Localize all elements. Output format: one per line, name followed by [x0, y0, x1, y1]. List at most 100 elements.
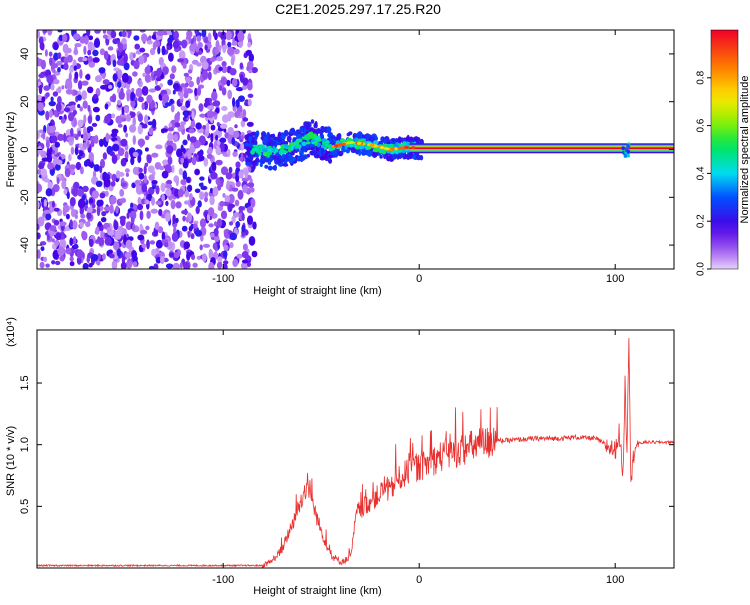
- noise-blob: [169, 34, 173, 42]
- noise-blob: [102, 152, 108, 160]
- noise-blob: [192, 262, 198, 268]
- noise-blob: [222, 44, 227, 54]
- noise-blob: [139, 210, 144, 221]
- noise-blob: [61, 180, 67, 190]
- signal-blob: [275, 156, 280, 161]
- chart-title: C2E1.2025.297.17.25.R20: [275, 1, 441, 17]
- noise-blob: [227, 126, 234, 135]
- noise-blob: [92, 57, 100, 63]
- noise-blob: [162, 159, 170, 166]
- noise-blob: [207, 71, 212, 81]
- noise-blob: [77, 80, 83, 90]
- noise-blob: [47, 162, 54, 170]
- noise-blob: [117, 123, 123, 128]
- noise-blob: [235, 87, 244, 92]
- noise-blob: [56, 159, 63, 166]
- noise-blob: [82, 57, 88, 62]
- noise-blob: [210, 172, 218, 180]
- noise-blob: [208, 249, 214, 260]
- noise-blob: [228, 193, 235, 204]
- noise-blob: [180, 157, 185, 164]
- noise-blob: [87, 162, 95, 168]
- noise-blob: [144, 114, 149, 125]
- noise-blob: [64, 167, 71, 178]
- noise-blob: [117, 99, 122, 106]
- noise-blob: [108, 253, 115, 259]
- signal-blob: [383, 138, 387, 145]
- noise-blob: [184, 190, 190, 198]
- signal-blob: [304, 137, 310, 141]
- y-tick-label: -40: [19, 237, 31, 253]
- signal-blob: [245, 142, 251, 146]
- signal-band-core: [409, 147, 674, 150]
- noise-blob: [79, 221, 84, 228]
- noise-blob: [139, 47, 146, 53]
- noise-blob: [247, 98, 252, 107]
- noise-blob: [244, 169, 249, 179]
- noise-blob: [105, 132, 110, 142]
- noise-blob: [130, 156, 135, 166]
- noise-blob: [37, 102, 44, 112]
- track-core: [369, 143, 375, 147]
- noise-blob: [146, 154, 152, 164]
- noise-blob: [187, 69, 193, 74]
- noise-blob: [38, 162, 45, 170]
- colorbar-tick-label: 0.8: [696, 70, 707, 84]
- signal-blob: [284, 158, 288, 164]
- noise-blob: [123, 124, 127, 133]
- noise-blob: [63, 189, 68, 195]
- noise-blob: [185, 100, 191, 108]
- noise-blob: [73, 243, 79, 249]
- noise-blob: [161, 170, 169, 179]
- noise-blob: [240, 142, 245, 151]
- noise-blob: [246, 121, 254, 127]
- noise-blob: [223, 201, 230, 207]
- noise-blob: [234, 124, 238, 129]
- noise-blob: [74, 71, 79, 80]
- signal-blob: [250, 149, 256, 155]
- noise-blob: [132, 151, 139, 158]
- noise-blob: [89, 198, 94, 204]
- noise-blob: [50, 83, 55, 91]
- signal-blob: [337, 151, 344, 157]
- noise-blob: [159, 165, 164, 171]
- noise-blob: [207, 207, 215, 217]
- signal-blob: [280, 134, 286, 139]
- noise-blob: [91, 254, 99, 262]
- noise-blob: [213, 100, 221, 107]
- noise-blob: [70, 104, 76, 111]
- noise-blob: [120, 261, 127, 269]
- plot-frame: [36, 329, 675, 569]
- signal-blob: [312, 133, 317, 138]
- noise-blob: [132, 223, 136, 231]
- noise-blob: [86, 139, 90, 148]
- noise-blob: [134, 43, 140, 50]
- noise-blob: [216, 122, 220, 127]
- signal-blob: [273, 136, 278, 140]
- noise-blob: [223, 244, 229, 252]
- noise-blob: [216, 218, 223, 228]
- signal-blob: [346, 137, 352, 143]
- noise-blob: [67, 136, 74, 142]
- scale-label: (x10⁴): [5, 317, 17, 347]
- y-axis-label: Frequency (Hz): [5, 112, 17, 188]
- colorbar: 0.0 0.2 0.4 0.6 0.8 Normalized spectral ampli…: [696, 29, 750, 276]
- y-axis-label: SNR (10 * v/v): [5, 426, 17, 496]
- noise-blob: [222, 193, 226, 198]
- noise-blob: [103, 50, 109, 60]
- noise-blob: [155, 256, 162, 264]
- noise-blob: [92, 106, 100, 113]
- noise-blob: [197, 200, 202, 208]
- noise-blob: [38, 73, 45, 79]
- noise-blob: [148, 265, 155, 269]
- noise-blob: [113, 220, 119, 231]
- noise-blob: [43, 199, 48, 208]
- noise-blob: [184, 111, 188, 119]
- signal-blob: [386, 150, 392, 154]
- signal-blob: [391, 153, 398, 160]
- noise-blob: [172, 89, 176, 95]
- noise-blob: [231, 78, 238, 87]
- noise-blob: [63, 107, 71, 112]
- noise-blob: [190, 119, 196, 129]
- signal-blob: [280, 149, 286, 153]
